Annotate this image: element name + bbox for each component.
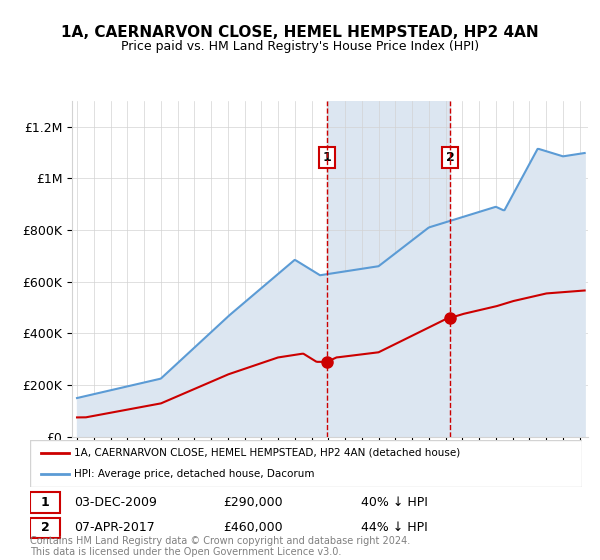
Text: 1: 1 xyxy=(41,496,49,509)
FancyBboxPatch shape xyxy=(30,492,61,513)
FancyBboxPatch shape xyxy=(30,518,61,538)
Text: 2: 2 xyxy=(446,151,454,164)
Text: 07-APR-2017: 07-APR-2017 xyxy=(74,521,155,534)
Text: Contains HM Land Registry data © Crown copyright and database right 2024.
This d: Contains HM Land Registry data © Crown c… xyxy=(30,535,410,557)
Text: 03-DEC-2009: 03-DEC-2009 xyxy=(74,496,157,509)
Text: HPI: Average price, detached house, Dacorum: HPI: Average price, detached house, Daco… xyxy=(74,469,314,479)
Text: 44% ↓ HPI: 44% ↓ HPI xyxy=(361,521,428,534)
Bar xyxy=(327,101,450,437)
Text: Price paid vs. HM Land Registry's House Price Index (HPI): Price paid vs. HM Land Registry's House … xyxy=(121,40,479,53)
Text: 2: 2 xyxy=(41,521,49,534)
Text: £460,000: £460,000 xyxy=(223,521,283,534)
Text: 1: 1 xyxy=(323,151,331,164)
FancyBboxPatch shape xyxy=(30,440,582,487)
Text: £290,000: £290,000 xyxy=(223,496,283,509)
Text: 40% ↓ HPI: 40% ↓ HPI xyxy=(361,496,428,509)
Text: 1A, CAERNARVON CLOSE, HEMEL HEMPSTEAD, HP2 4AN: 1A, CAERNARVON CLOSE, HEMEL HEMPSTEAD, H… xyxy=(61,25,539,40)
Text: 1A, CAERNARVON CLOSE, HEMEL HEMPSTEAD, HP2 4AN (detached house): 1A, CAERNARVON CLOSE, HEMEL HEMPSTEAD, H… xyxy=(74,448,460,458)
